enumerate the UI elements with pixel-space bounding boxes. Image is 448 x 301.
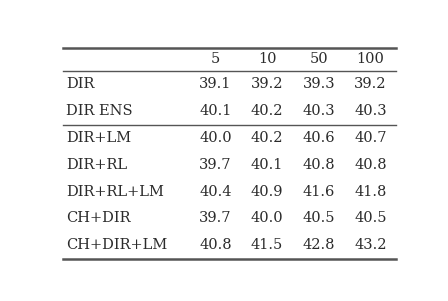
Text: 40.1: 40.1 [251, 158, 283, 172]
Text: 40.2: 40.2 [251, 104, 283, 118]
Text: 39.2: 39.2 [354, 77, 387, 91]
Text: 41.8: 41.8 [354, 185, 387, 199]
Text: 5: 5 [211, 52, 220, 66]
Text: 100: 100 [357, 52, 384, 66]
Text: 40.2: 40.2 [251, 131, 283, 145]
Text: 40.8: 40.8 [302, 158, 335, 172]
Text: 40.5: 40.5 [354, 211, 387, 225]
Text: 39.1: 39.1 [199, 77, 232, 91]
Text: 40.0: 40.0 [199, 131, 232, 145]
Text: 40.3: 40.3 [354, 104, 387, 118]
Text: 40.8: 40.8 [354, 158, 387, 172]
Text: 40.7: 40.7 [354, 131, 387, 145]
Text: DIR+LM: DIR+LM [66, 131, 132, 145]
Text: 40.9: 40.9 [251, 185, 283, 199]
Text: 40.0: 40.0 [251, 211, 284, 225]
Text: 40.4: 40.4 [199, 185, 232, 199]
Text: 43.2: 43.2 [354, 238, 387, 252]
Text: 40.3: 40.3 [302, 104, 335, 118]
Text: 41.6: 41.6 [302, 185, 335, 199]
Text: DIR+RL+LM: DIR+RL+LM [66, 185, 164, 199]
Text: 41.5: 41.5 [251, 238, 283, 252]
Text: 40.6: 40.6 [302, 131, 335, 145]
Text: CH+DIR+LM: CH+DIR+LM [66, 238, 168, 252]
Text: 42.8: 42.8 [302, 238, 335, 252]
Text: 40.1: 40.1 [199, 104, 232, 118]
Text: 10: 10 [258, 52, 276, 66]
Text: 40.5: 40.5 [302, 211, 335, 225]
Text: 50: 50 [310, 52, 328, 66]
Text: 39.3: 39.3 [302, 77, 335, 91]
Text: 39.7: 39.7 [199, 211, 232, 225]
Text: 39.2: 39.2 [251, 77, 283, 91]
Text: DIR ENS: DIR ENS [66, 104, 133, 118]
Text: 39.7: 39.7 [199, 158, 232, 172]
Text: 40.8: 40.8 [199, 238, 232, 252]
Text: DIR+RL: DIR+RL [66, 158, 128, 172]
Text: DIR: DIR [66, 77, 95, 91]
Text: CH+DIR: CH+DIR [66, 211, 131, 225]
